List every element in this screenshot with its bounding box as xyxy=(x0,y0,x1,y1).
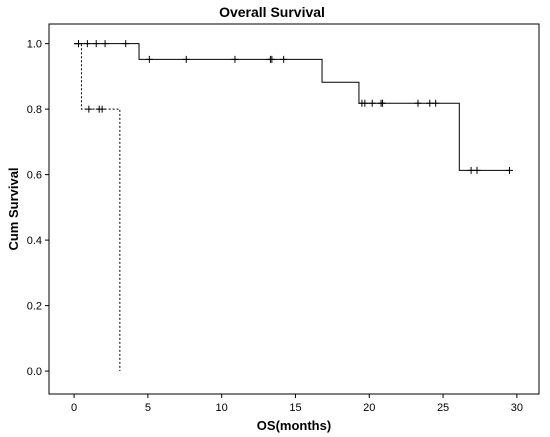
censor-mark xyxy=(426,99,434,107)
x-tick-label: 0 xyxy=(71,402,77,414)
censor-mark xyxy=(85,105,93,113)
y-axis-label: Cum Survival xyxy=(6,167,21,250)
x-tick-label: 30 xyxy=(511,402,523,414)
y-tick-label: 0.6 xyxy=(27,170,42,182)
x-axis-label: OS(months) xyxy=(257,418,331,433)
censor-mark xyxy=(379,99,387,107)
censor-mark xyxy=(268,55,276,63)
survival-curve-1 xyxy=(74,43,510,171)
y-tick-label: 0.0 xyxy=(27,366,42,378)
censor-mark xyxy=(98,105,106,113)
censor-mark xyxy=(101,40,109,48)
y-tick-label: 0.4 xyxy=(27,235,42,247)
censor-mark xyxy=(122,40,130,48)
censor-mark xyxy=(361,99,369,107)
censor-mark xyxy=(414,99,422,107)
x-axis: 0 5 10 15 20 25 30 xyxy=(71,394,523,414)
series-2 xyxy=(74,40,121,372)
y-tick-label: 1.0 xyxy=(27,39,42,51)
x-tick-label: 15 xyxy=(289,402,301,414)
censor-mark xyxy=(231,55,239,63)
censor-mark xyxy=(473,166,481,174)
x-tick-label: 10 xyxy=(216,402,228,414)
censor-mark xyxy=(505,166,513,174)
chart-title: Overall Survival xyxy=(219,4,325,20)
y-axis: 0.0 0.2 0.4 0.6 0.8 1.0 xyxy=(27,39,49,378)
censor-mark xyxy=(83,40,91,48)
plot-frame xyxy=(48,23,540,395)
x-tick-label: 25 xyxy=(437,402,449,414)
censor-mark xyxy=(432,99,440,107)
censor-mark xyxy=(145,55,153,63)
censor-mark xyxy=(92,40,100,48)
survival-curve-2 xyxy=(74,43,121,372)
censor-mark xyxy=(368,99,376,107)
y-tick-label: 0.2 xyxy=(27,301,42,313)
series-layer xyxy=(74,40,513,372)
series-1 xyxy=(74,40,513,174)
censor-mark xyxy=(75,40,83,48)
y-tick-label: 0.8 xyxy=(27,104,42,116)
censor-mark xyxy=(280,55,288,63)
x-tick-label: 5 xyxy=(145,402,151,414)
censor-mark xyxy=(182,55,190,63)
x-tick-label: 20 xyxy=(363,402,375,414)
censor-mark xyxy=(467,166,475,174)
